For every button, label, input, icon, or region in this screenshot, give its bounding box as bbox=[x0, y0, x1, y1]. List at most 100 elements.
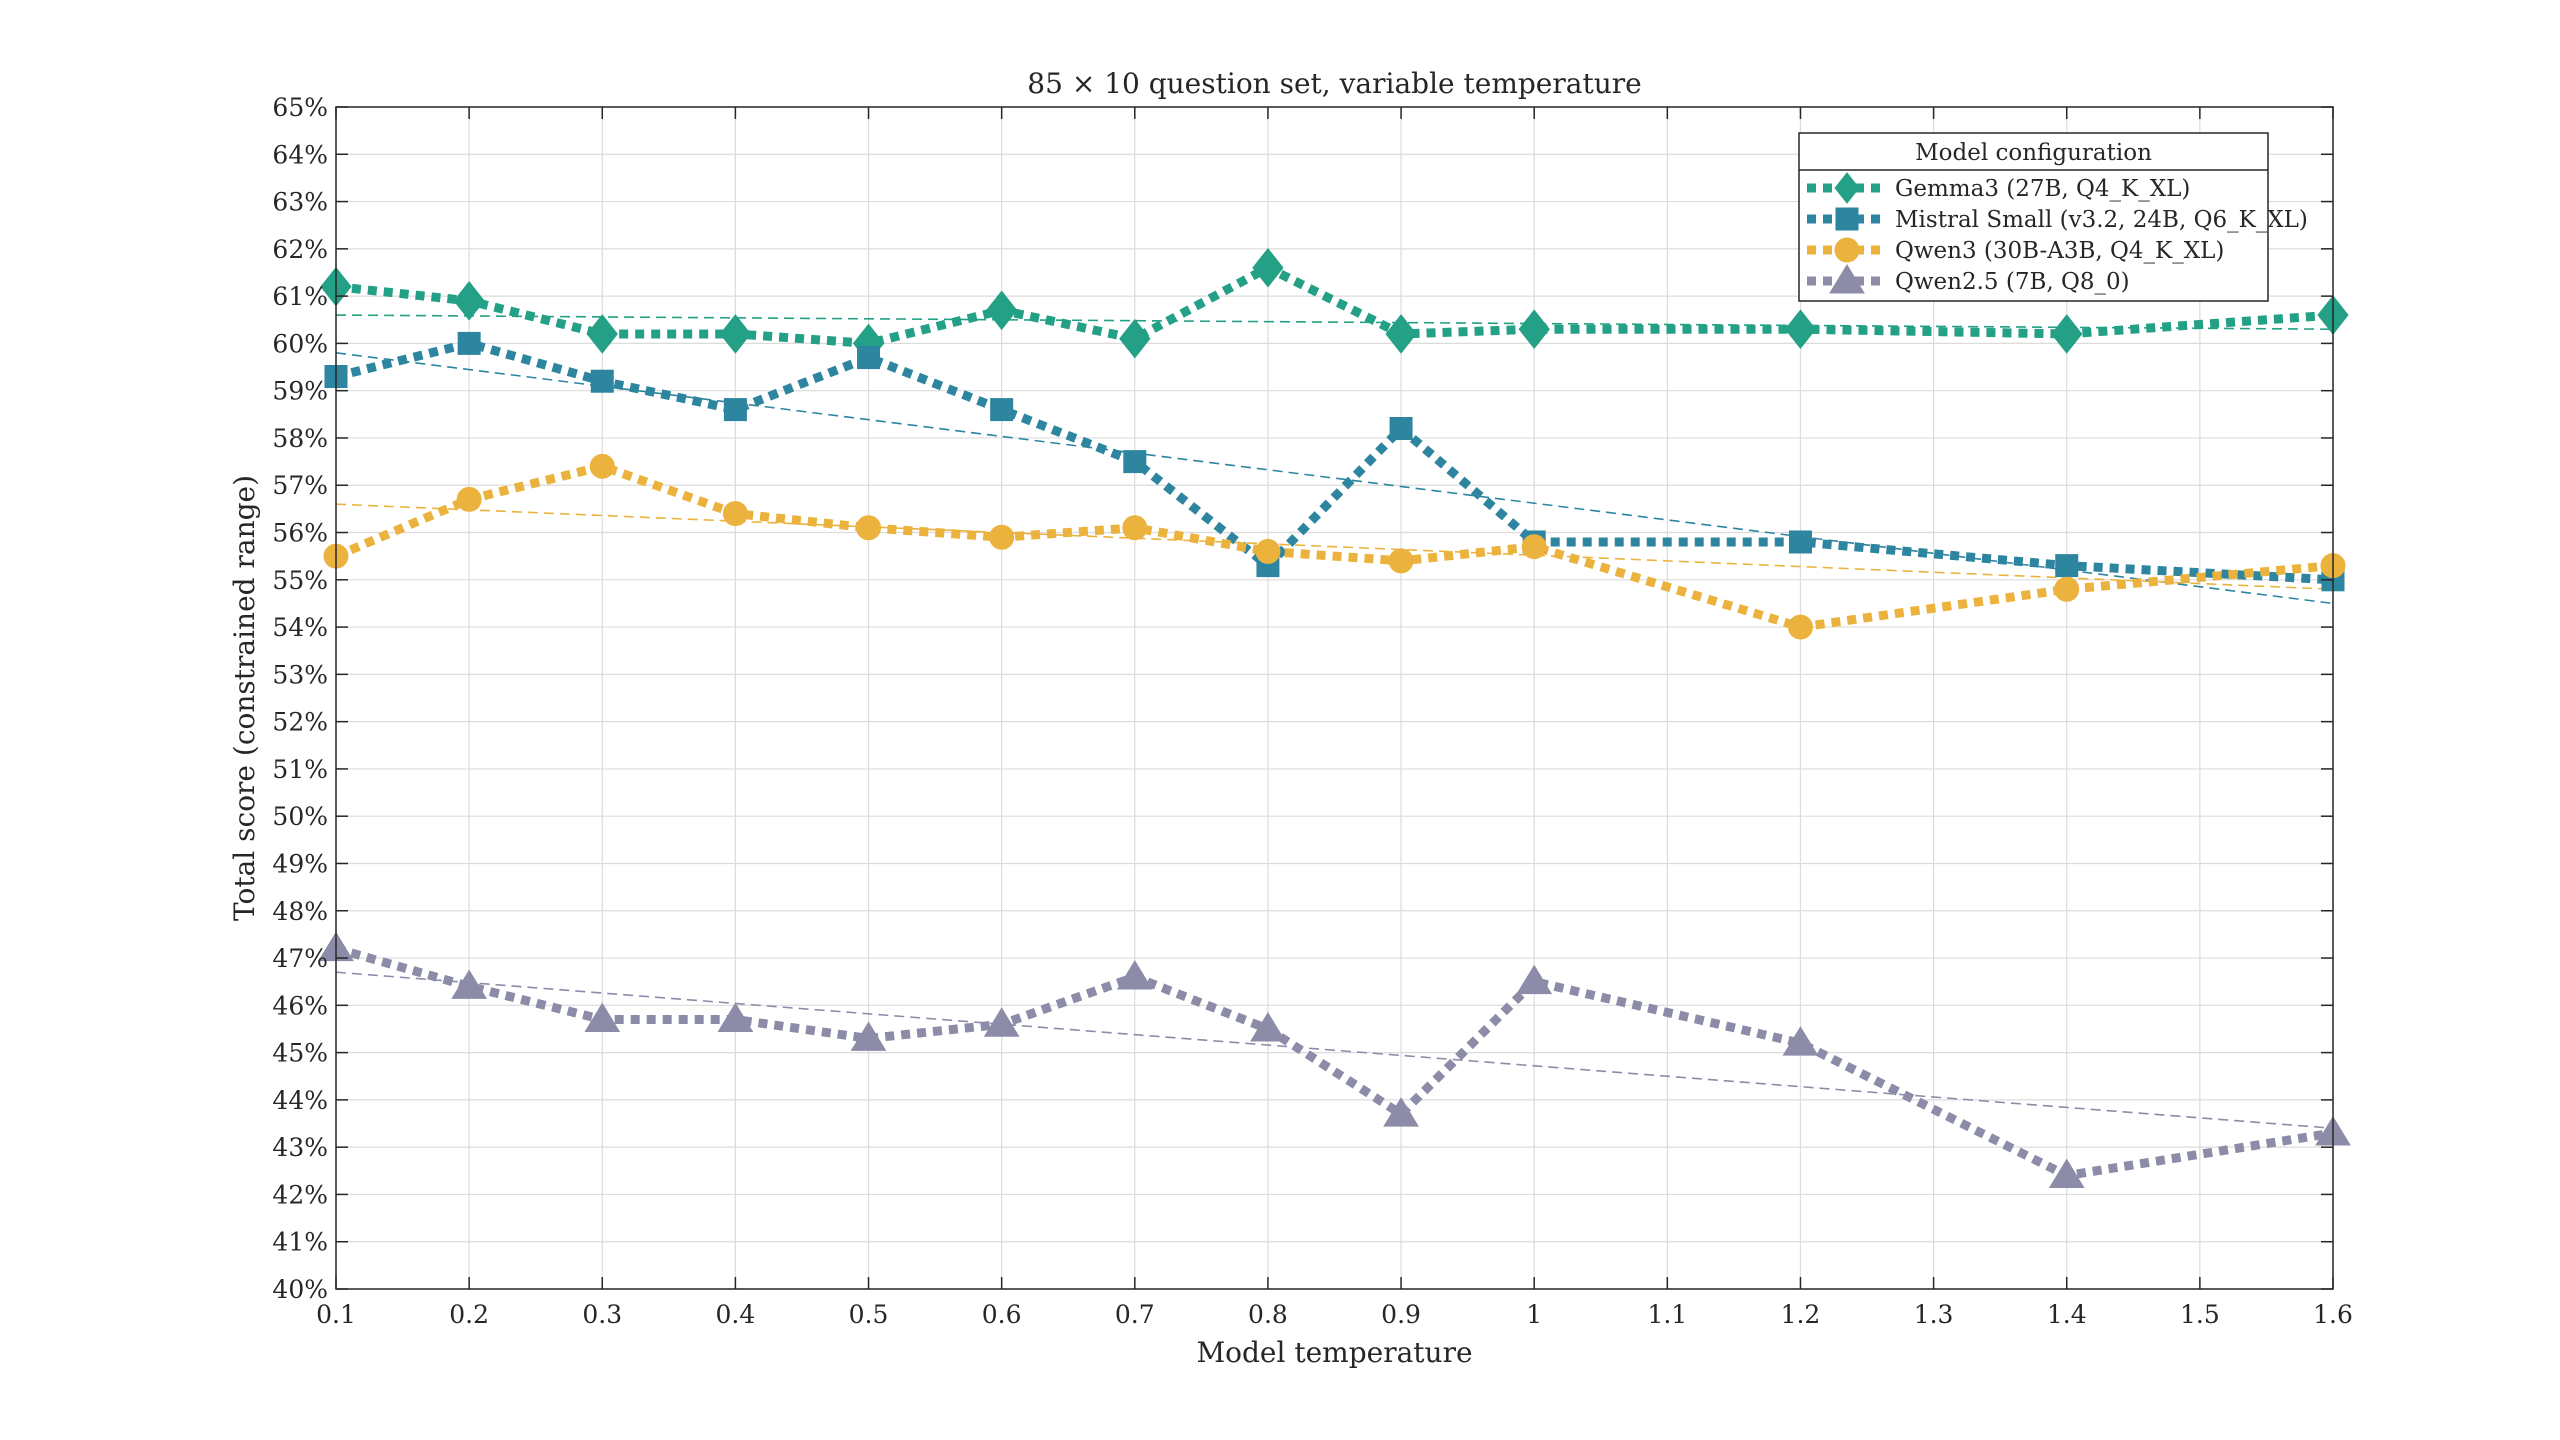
qwen2-5-legend-marker bbox=[1829, 264, 1865, 294]
y-tick-label: 45% bbox=[272, 1039, 328, 1068]
gemma3-point bbox=[719, 314, 752, 354]
x-tick-label: 1.2 bbox=[1781, 1300, 1821, 1329]
x-tick-label: 0.3 bbox=[582, 1300, 622, 1329]
qwen3-point bbox=[1255, 538, 1281, 564]
gemma3-trend-line bbox=[335, 314, 2334, 331]
qwen3-point bbox=[989, 524, 1015, 550]
x-tick-label: 0.9 bbox=[1381, 1300, 1421, 1329]
gemma3-point bbox=[1252, 247, 1284, 288]
mistral-small-point bbox=[590, 369, 614, 393]
y-tick-label: 54% bbox=[272, 613, 328, 642]
y-tick-label: 44% bbox=[272, 1086, 328, 1115]
y-tick-label: 60% bbox=[272, 329, 328, 358]
mistral-small-point bbox=[457, 331, 481, 355]
qwen2-5-point bbox=[850, 1021, 887, 1051]
x-tick-label: 1.5 bbox=[2180, 1300, 2220, 1329]
qwen3-point bbox=[1388, 548, 1414, 574]
y-tick-label: 49% bbox=[272, 849, 328, 878]
x-tick-label: 0.1 bbox=[316, 1300, 356, 1329]
y-tick-label: 48% bbox=[272, 897, 328, 926]
x-tick-label: 1 bbox=[1526, 1300, 1542, 1329]
y-tick-label: 56% bbox=[272, 519, 328, 548]
gemma3-point bbox=[1784, 309, 1817, 350]
qwen3-point bbox=[856, 515, 882, 541]
y-tick-label: 58% bbox=[272, 424, 328, 453]
y-tick-label: 42% bbox=[272, 1180, 328, 1209]
gemma3-point bbox=[586, 314, 618, 354]
qwen2-5-point bbox=[1782, 1026, 1819, 1056]
y-tick-label: 43% bbox=[272, 1133, 328, 1162]
qwen3-point bbox=[589, 453, 615, 479]
y-tick-label: 65% bbox=[272, 93, 328, 122]
y-tick-label: 55% bbox=[272, 566, 328, 595]
qwen2-5-point bbox=[584, 1002, 621, 1033]
qwen2-5-point bbox=[1116, 959, 1153, 990]
qwen2-5-point bbox=[1516, 964, 1553, 995]
legend-title: Model configuration bbox=[1915, 140, 2152, 166]
y-tick-label: 41% bbox=[272, 1228, 328, 1257]
x-tick-label: 0.8 bbox=[1248, 1300, 1288, 1329]
y-tick-label: 47% bbox=[272, 944, 328, 973]
qwen2-5-point bbox=[451, 969, 488, 999]
qwen3-point bbox=[1122, 515, 1148, 541]
x-axis-title: Model temperature bbox=[1196, 1336, 1472, 1369]
mistral-small-point bbox=[857, 346, 881, 370]
x-tick-label: 1.4 bbox=[2047, 1300, 2087, 1329]
qwen2-5-point bbox=[2048, 1158, 2085, 1189]
gemma3-point bbox=[1518, 309, 1550, 350]
x-tick-label: 0.6 bbox=[982, 1300, 1022, 1329]
x-tick-label: 1.6 bbox=[2313, 1300, 2353, 1329]
qwen3-point bbox=[456, 486, 482, 512]
qwen2-5-point bbox=[1383, 1097, 1419, 1127]
qwen2-5-trend-line bbox=[335, 971, 2334, 1130]
qwen3-legend-label: Qwen3 (30B-A3B, Q4_K_XL) bbox=[1895, 238, 2224, 264]
qwen2-5-point bbox=[717, 1002, 754, 1033]
qwen2-5-legend-label: Qwen2.5 (7B, Q8_0) bbox=[1895, 269, 2130, 295]
plot-frame bbox=[335, 106, 2334, 1290]
y-tick-label: 57% bbox=[272, 471, 328, 500]
y-tick-label: 40% bbox=[272, 1275, 328, 1304]
x-tick-label: 0.4 bbox=[716, 1300, 756, 1329]
gemma3-point bbox=[986, 290, 1018, 331]
legend-entries: Gemma3 (27B, Q4_K_XL) Mistral Small (v3.2… bbox=[1807, 172, 2308, 295]
x-tick-label: 1.3 bbox=[1914, 1300, 1954, 1329]
y-axis-title: Total score (constrained range) bbox=[228, 475, 261, 921]
y-tick-label: 51% bbox=[272, 755, 328, 784]
x-tick-label: 0.2 bbox=[449, 1300, 489, 1329]
qwen3-point bbox=[1787, 614, 1813, 640]
legend: Model configuration Gemma3 (27B, Q4_K_XL… bbox=[1798, 132, 2308, 302]
y-tick-label: 46% bbox=[272, 991, 328, 1020]
axis-ticks: 0.1 0.2 0.3 0.4 0.5 0.6 0.7 0.8 0.9 1 1.1 1.2 1.3 1.4… bbox=[272, 93, 2352, 1329]
mistral-small-legend-marker bbox=[1835, 207, 1859, 231]
y-tick-label: 62% bbox=[272, 235, 328, 264]
y-tick-label: 64% bbox=[272, 140, 328, 169]
y-tick-label: 53% bbox=[272, 660, 328, 689]
mistral-small-point bbox=[2055, 554, 2079, 578]
qwen3-legend-marker bbox=[1834, 237, 1860, 263]
qwen3-point bbox=[1521, 534, 1547, 560]
y-tick-label: 63% bbox=[272, 188, 328, 217]
gemma3-legend-label: Gemma3 (27B, Q4_K_XL) bbox=[1895, 176, 2190, 202]
mistral-small-legend-label: Mistral Small (v3.2, 24B, Q6_K_XL) bbox=[1895, 207, 2308, 233]
x-tick-label: 0.5 bbox=[849, 1300, 889, 1329]
mistral-small-point bbox=[723, 398, 747, 422]
qwen3-point bbox=[2054, 576, 2080, 602]
x-tick-label: 1.1 bbox=[1647, 1300, 1687, 1329]
gemma3-point bbox=[2051, 314, 2083, 354]
trend-lines bbox=[335, 314, 2334, 1130]
mistral-small-point bbox=[1123, 450, 1147, 474]
qwen2-5-point bbox=[1250, 1011, 1286, 1042]
x-tick-label: 0.7 bbox=[1115, 1300, 1155, 1329]
gemma3-legend-marker bbox=[1834, 172, 1860, 204]
mistral-small-point bbox=[1389, 417, 1413, 441]
qwen3-trend-line bbox=[335, 503, 2334, 591]
y-tick-label: 61% bbox=[272, 282, 328, 311]
gemma3-point bbox=[1385, 314, 1417, 354]
qwen2-5-point bbox=[983, 1007, 1020, 1037]
y-tick-label: 59% bbox=[272, 377, 328, 406]
mistral-small-point bbox=[1788, 530, 1812, 554]
y-tick-label: 52% bbox=[272, 708, 328, 737]
chart-title: 85 × 10 question set, variable temperatu… bbox=[1027, 67, 1641, 100]
y-tick-label: 50% bbox=[272, 802, 328, 831]
